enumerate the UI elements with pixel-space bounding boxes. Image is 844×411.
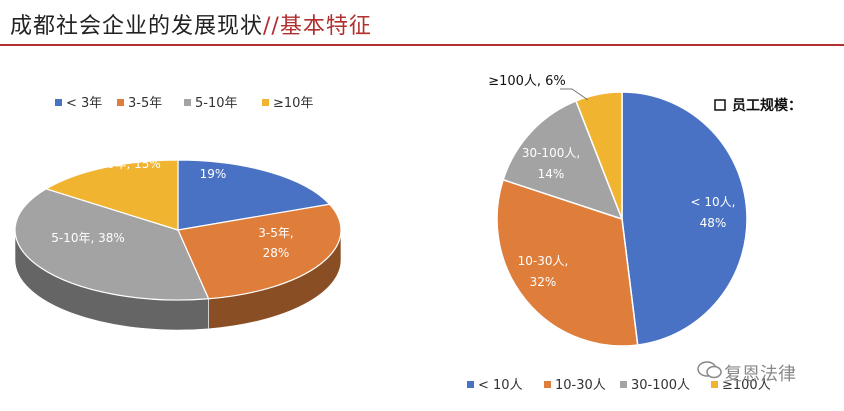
pie1-legend: < 3年 3-5年 5-10年 ≥10年	[55, 96, 313, 111]
title-main: 成都社会企业的发展现状	[10, 14, 264, 39]
pie2-slice-0	[621, 91, 748, 346]
pie1-legend-label-2: 5-10年	[195, 96, 238, 111]
pie1-legend-swatch-0	[55, 99, 62, 106]
pie1-data-label-3: ≥10年, 15%	[89, 157, 161, 171]
pie1-data-label-1: 3-5年, 28%	[258, 226, 293, 260]
watermark: 复恩法律	[696, 360, 796, 386]
pie2-legend-swatch-1	[544, 381, 551, 388]
pie2-chart: < 10人, 48% 10-30人, 32% 30-100人, 14% ≥100人, 6%	[488, 74, 748, 347]
title-separator: //	[263, 14, 280, 39]
pie2-slice-2	[502, 99, 624, 221]
pie1-slice-0	[177, 159, 331, 231]
pie2-title: 员工规模：	[732, 97, 802, 114]
pie1-legend-swatch-3	[262, 99, 269, 106]
pie2-slice-3	[575, 91, 623, 220]
pie1-data-label-0: < 3年, 19%	[194, 147, 231, 181]
pie2-title-bullet	[714, 99, 726, 111]
wechat-icon	[696, 361, 724, 385]
pie2-data-label-1: 10-30人, 32%	[518, 254, 569, 289]
pie1-slice-3	[44, 159, 179, 231]
pie1-slice-1	[177, 203, 342, 300]
pie2-slice-1	[496, 178, 639, 347]
pie1-slice-2	[14, 188, 210, 301]
pie2-data-label-2: 30-100人, 14%	[522, 146, 580, 181]
title-sub: 基本特征	[279, 14, 372, 39]
pie1-data-label-2: 5-10年, 38%	[51, 231, 125, 245]
pie2-legend-swatch-2	[620, 381, 627, 388]
pie1-legend-swatch-2	[184, 99, 191, 106]
pie2-legend-swatch-3	[711, 381, 718, 388]
page-title: 成都社会企业的发展现状//基本特征	[10, 8, 372, 40]
pie2-legend-label-3: ≥100人	[722, 378, 771, 393]
pie1-legend-label-3: ≥10年	[273, 96, 313, 111]
pie2-legend: < 10人 10-30人 30-100人 ≥100人	[467, 378, 771, 393]
pie1-chart: < 3年, 19% 3-5年, 28% 5-10年, 38% ≥10年, 15%	[14, 147, 342, 331]
pie1-legend-label-0: < 3年	[66, 96, 102, 111]
watermark-text: 复恩法律	[724, 364, 796, 385]
pie2-legend-label-1: 10-30人	[555, 378, 606, 393]
title-divider	[0, 44, 844, 46]
pie2-leader-line	[560, 88, 589, 101]
pie2-data-label-0: < 10人, 48%	[691, 195, 736, 230]
pie2-legend-swatch-0	[467, 381, 474, 388]
pie2-data-label-3: ≥100人, 6%	[488, 74, 566, 89]
pie1-legend-label-1: 3-5年	[128, 96, 162, 111]
pie2-legend-label-2: 30-100人	[631, 378, 690, 393]
pie2-legend-label-0: < 10人	[478, 378, 523, 393]
pie1-legend-swatch-1	[117, 99, 124, 106]
